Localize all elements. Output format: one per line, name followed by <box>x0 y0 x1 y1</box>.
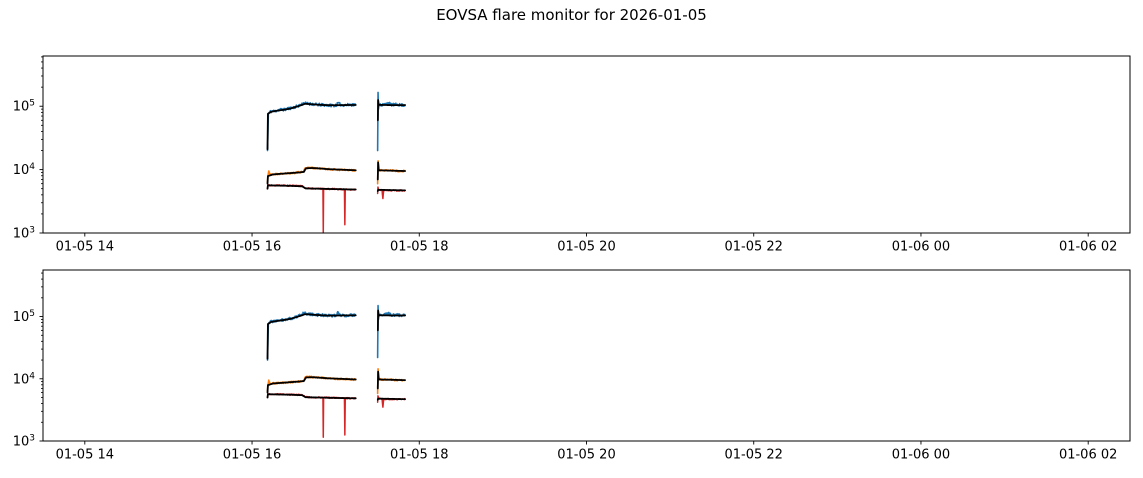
subplot-1: 103 104 105 01-05 14 01-05 16 01-05 18 01-05 2… <box>13 55 1131 255</box>
red-raw-line <box>376 186 406 200</box>
y-ticks: 103 104 105 <box>13 309 43 450</box>
x-tick-label: 01-05 16 <box>223 448 281 463</box>
x-tick-label: 01-05 20 <box>557 240 615 255</box>
y-tick-label: 105 <box>13 99 35 115</box>
axes-border <box>42 55 1131 234</box>
blue-raw-line <box>376 304 406 359</box>
x-tick-label: 01-05 16 <box>223 240 281 255</box>
y-tick-label: 103 <box>13 434 35 450</box>
y-tick-label: 105 <box>13 309 35 325</box>
figure-title: EOVSA flare monitor for 2026-01-05 <box>436 6 707 24</box>
x-tick-label: 01-05 18 <box>390 448 448 463</box>
blue-raw-line <box>376 91 406 152</box>
x-tick-label: 01-05 18 <box>390 240 448 255</box>
x-tick-label: 01-06 02 <box>1059 448 1117 463</box>
blue-smoothed-line <box>266 102 357 151</box>
x-tick-label: 01-05 14 <box>56 240 114 255</box>
x-ticks: 01-05 14 01-05 16 01-05 18 01-05 20 01-05 22… <box>56 441 1117 463</box>
x-tick-label: 01-06 00 <box>892 448 950 463</box>
red-raw-line <box>376 395 406 408</box>
blue-smoothed-line <box>376 99 406 122</box>
subplot-2: 103 104 105 01-05 14 01-05 16 01-05 18 01-05 2… <box>13 269 1131 463</box>
red-smoothed-line <box>376 188 406 192</box>
x-tick-label: 01-06 00 <box>892 240 950 255</box>
x-tick-label: 01-06 02 <box>1059 240 1117 255</box>
orange-smoothed-line <box>376 161 406 181</box>
x-tick-label: 01-05 20 <box>557 448 615 463</box>
red-raw-line <box>266 392 357 438</box>
x-tick-label: 01-05 22 <box>725 448 783 463</box>
red-smoothed-line <box>266 393 357 400</box>
y-tick-label: 103 <box>13 226 35 242</box>
orange-smoothed-line <box>266 167 357 185</box>
axes-border <box>42 269 1131 442</box>
x-tick-label: 01-05 14 <box>56 448 114 463</box>
orange-smoothed-line <box>266 376 357 394</box>
orange-raw-line <box>376 159 406 185</box>
orange-smoothed-line <box>376 370 406 390</box>
x-ticks: 01-05 14 01-05 16 01-05 18 01-05 20 01-05 22… <box>56 233 1117 255</box>
y-ticks: 103 104 105 <box>13 99 43 242</box>
red-raw-line <box>266 183 357 234</box>
red-smoothed-line <box>266 184 357 191</box>
x-tick-label: 01-05 22 <box>725 240 783 255</box>
blue-raw-line <box>266 310 357 361</box>
red-smoothed-line <box>376 397 406 401</box>
y-tick-label: 104 <box>13 162 36 178</box>
orange-raw-line <box>376 367 406 395</box>
blue-smoothed-line <box>266 313 357 360</box>
y-tick-label: 104 <box>13 371 36 387</box>
blue-smoothed-line <box>376 309 406 332</box>
